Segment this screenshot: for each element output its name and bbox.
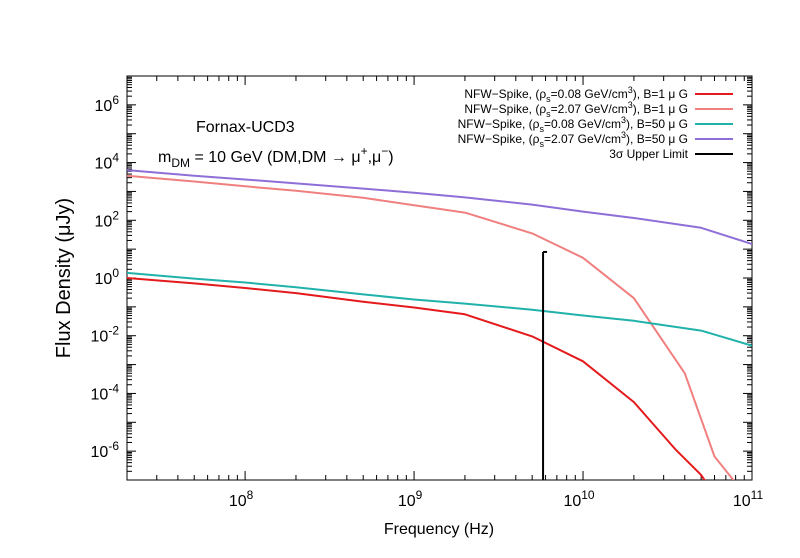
object-annotation: Fornax-UCD3 [196,119,295,136]
legend-label-3: NFW−Spike, (ρs=0.08 GeV/cm3), B=50 μ G [458,115,688,134]
legend-label-4: NFW−Spike, (ρs=2.07 GeV/cm3), B=50 μ G [458,130,688,149]
legend-label-upper-limit: 3σ Upper Limit [609,147,688,161]
legend-label-1: NFW−Spike, (ρs=0.08 GeV/cm3), B=1 μ G [464,85,688,104]
x-tick-label: 1011 [733,488,764,510]
mass-sup1: + [361,144,368,158]
y-tick-label: 104 [95,151,120,173]
series-line-4 [127,169,752,246]
x-tick-label: 108 [229,488,254,510]
mass-prefix: m [158,149,171,166]
y-axis-title: Flux Density (μJy) [53,198,75,358]
x-axis-title: Frequency (Hz) [384,521,494,538]
y-tick-label: 10-6 [91,439,120,461]
mass-annotation: mDM = 10 GeV (DM,DM → μ+,μ−) [158,144,394,170]
mass-sub: DM [171,156,190,170]
y-tick-label: 10-2 [91,324,120,346]
x-tick-label: 1010 [563,488,594,510]
mass-value: = 10 GeV (DM,DM → μ [190,149,361,166]
x-axis-ticks: 108 109 1010 1011 [126,76,764,510]
y-tick-label: 106 [95,93,120,115]
series-layer [127,169,752,480]
y-tick-label: 100 [95,266,120,288]
mass-end: ) [388,149,393,166]
legend: NFW−Spike, (ρs=0.08 GeV/cm3), B=1 μ GNFW… [458,85,733,161]
mass-mid: ,μ [368,149,382,166]
y-axis-ticks: 106 104 102 100 10-2 10-4 10-6 [91,75,752,481]
x-tick-label: 109 [398,488,423,510]
series-line-3 [127,271,752,347]
y-tick-label: 10-4 [91,381,120,403]
mass-sup2: − [381,144,388,158]
legend-label-2: NFW−Spike, (ρs=2.07 GeV/cm3), B=1 μ G [464,100,688,119]
series-line-2 [127,174,735,480]
y-tick-label: 102 [95,208,120,230]
series-line-1 [127,277,706,480]
